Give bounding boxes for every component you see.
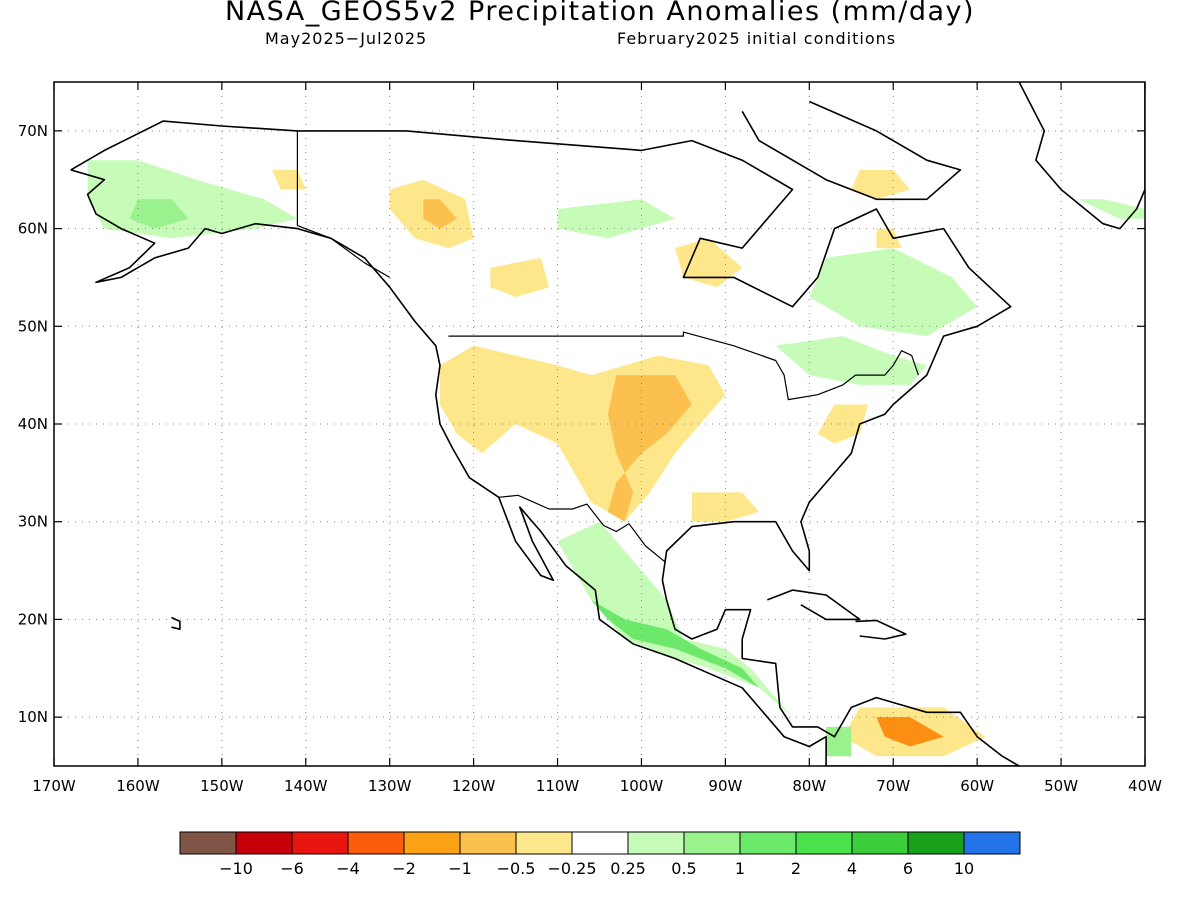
lon-tick-label: 160W bbox=[116, 777, 160, 795]
lon-tick-label: 60W bbox=[960, 777, 994, 795]
anomaly-region-us-west-dry bbox=[440, 345, 726, 522]
colorbar-swatch bbox=[739, 831, 797, 855]
lat-tick-label: 30N bbox=[18, 513, 48, 531]
colorbar-label: −10 bbox=[219, 859, 253, 878]
lon-tick-label: 140W bbox=[284, 777, 328, 795]
anomaly-region-alberta-dry bbox=[490, 257, 550, 297]
lat-tick-label: 60N bbox=[18, 220, 48, 238]
colorbar-swatch bbox=[571, 831, 629, 855]
colorbar-swatch bbox=[795, 831, 853, 855]
lat-tick-label: 40N bbox=[18, 415, 48, 433]
anomaly-region-hudson-wet bbox=[557, 199, 675, 239]
colorbar-swatch bbox=[683, 831, 741, 855]
anomaly-region-greenland-wet bbox=[1077, 199, 1145, 219]
lon-tick-label: 80W bbox=[792, 777, 826, 795]
anomaly-region-plains-dry-core bbox=[607, 375, 692, 522]
lon-tick-label: 90W bbox=[708, 777, 742, 795]
lat-tick-label: 70N bbox=[18, 122, 48, 140]
colorbar-label: 0.5 bbox=[671, 859, 696, 878]
colorbar-label: −0.5 bbox=[497, 859, 536, 878]
lon-tick-label: 100W bbox=[620, 777, 664, 795]
colorbar-swatch bbox=[627, 831, 685, 855]
colorbar-swatch bbox=[459, 831, 517, 855]
anomaly-region-venezuela-dry-core bbox=[876, 717, 944, 747]
north-america-coast bbox=[70, 120, 1020, 766]
greenland-coast bbox=[1018, 82, 1145, 230]
pacific-coast bbox=[70, 169, 1020, 766]
colorbar-swatch bbox=[851, 831, 909, 855]
colorbar-swatch bbox=[403, 831, 461, 855]
initial-conditions-subtitle: February2025 initial conditions bbox=[617, 29, 897, 48]
us-canada-border bbox=[448, 331, 919, 401]
colorbar-swatch bbox=[963, 831, 1021, 855]
anomaly-region-labrador-dry bbox=[876, 228, 902, 249]
colorbar-swatch bbox=[291, 831, 349, 855]
colorbar-swatch bbox=[179, 831, 237, 855]
lon-tick-label: 120W bbox=[452, 777, 496, 795]
colorbar-swatch bbox=[907, 831, 965, 855]
lon-tick-label: 130W bbox=[368, 777, 412, 795]
lon-tick-label: 70W bbox=[876, 777, 910, 795]
lon-tick-label: 170W bbox=[32, 777, 76, 795]
lat-tick-label: 10N bbox=[18, 708, 48, 726]
colorbar-label: −6 bbox=[280, 859, 304, 878]
cuba bbox=[767, 589, 861, 621]
anomaly-region-great-lakes-wet bbox=[775, 336, 927, 385]
anomaly-region-yukon-dry bbox=[272, 169, 306, 190]
colorbar: −10 −6 −4 −2 −1 −0.5 −0.25 0.25 0.5 1 2 4 6 10 bbox=[179, 831, 1021, 878]
hispaniola bbox=[855, 619, 907, 640]
baffin-coast bbox=[741, 100, 962, 201]
anomaly-shading-layer bbox=[87, 160, 1145, 757]
forecast-period-subtitle: May2025−Jul2025 bbox=[265, 29, 428, 48]
map-title: NASA_GEOS5v2 Precipitation Anomalies (mm… bbox=[224, 0, 976, 27]
anomaly-region-gulf-dry bbox=[691, 492, 759, 522]
lat-tick-label: 20N bbox=[18, 610, 48, 628]
anomaly-region-ontario-dry bbox=[675, 238, 743, 288]
colorbar-label: −0.25 bbox=[547, 859, 596, 878]
colorbar-swatch bbox=[515, 831, 573, 855]
anomaly-region-east-coast-dry bbox=[817, 404, 869, 444]
lon-tick-label: 40W bbox=[1128, 777, 1162, 795]
lon-tick-label: 110W bbox=[536, 777, 580, 795]
anomaly-region-alaska-wet-core bbox=[129, 199, 189, 229]
longitude-ticks: 170W 160W 150W 140W 130W 120W 110W 100W 90W 80W 70… bbox=[32, 82, 1162, 795]
colorbar-swatch bbox=[347, 831, 405, 855]
colorbar-label: 1 bbox=[735, 859, 745, 878]
colorbar-label: 0.25 bbox=[610, 859, 646, 878]
colorbar-label: 2 bbox=[791, 859, 801, 878]
colorbar-label: −4 bbox=[336, 859, 360, 878]
anomaly-region-mexico-wet bbox=[557, 521, 793, 718]
colorbar-label: 10 bbox=[954, 859, 974, 878]
latitude-ticks: 10N 20N 30N 40N 50N 60N 70N bbox=[18, 122, 1145, 726]
colorbar-label: −1 bbox=[448, 859, 472, 878]
coastline-layer bbox=[70, 82, 1145, 766]
lon-tick-label: 50W bbox=[1044, 777, 1078, 795]
anomaly-region-nwt-dry-core bbox=[423, 199, 457, 229]
lon-tick-label: 150W bbox=[200, 777, 244, 795]
anomaly-region-baffin-dry bbox=[851, 169, 910, 200]
anomaly-region-colombia-wet bbox=[826, 726, 852, 757]
colorbar-label: 4 bbox=[847, 859, 857, 878]
alaska-canada-border bbox=[296, 130, 391, 278]
colorbar-swatch bbox=[235, 831, 293, 855]
us-mexico-border bbox=[498, 494, 666, 563]
colorbar-label: −2 bbox=[392, 859, 416, 878]
hawaii bbox=[171, 616, 181, 631]
anomaly-region-mexico-wet-core bbox=[591, 599, 759, 688]
lat-tick-label: 50N bbox=[18, 317, 48, 335]
colorbar-label: 6 bbox=[903, 859, 913, 878]
